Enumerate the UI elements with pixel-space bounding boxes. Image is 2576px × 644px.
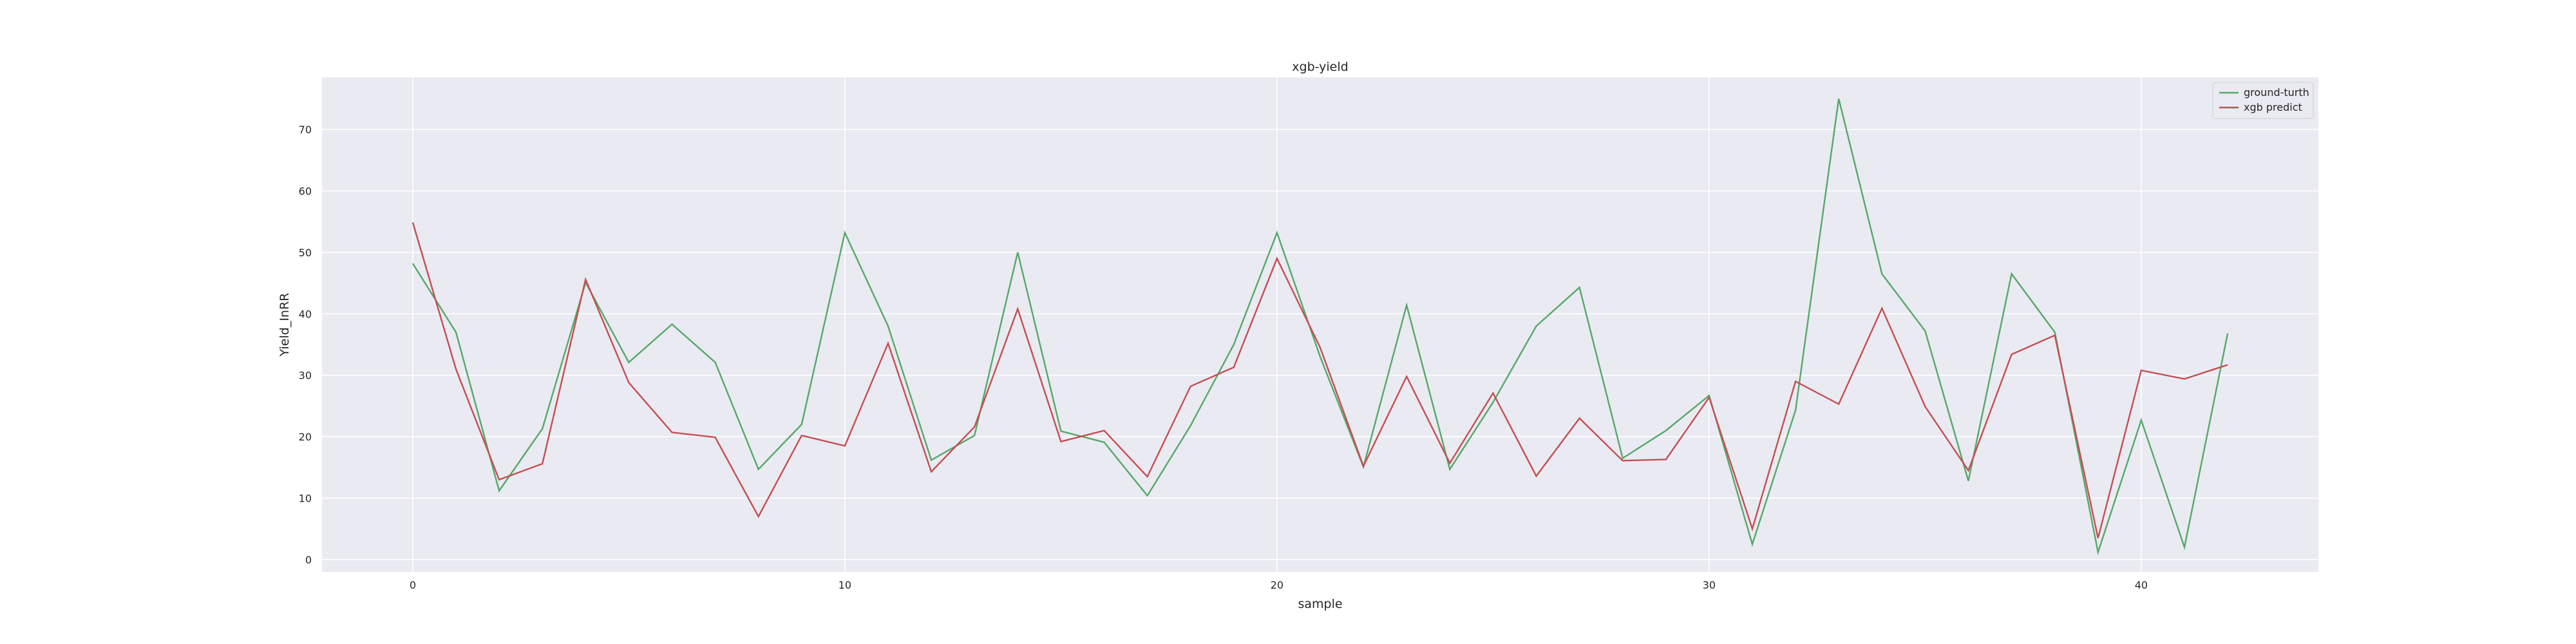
tick-labels: 0 10 20 30 40 0 10 20 30 40 50 60 70 bbox=[299, 124, 2148, 591]
y-tick-label: 0 bbox=[305, 554, 312, 566]
legend-label: ground-turth bbox=[2244, 86, 2309, 99]
legend: ground-turth xgb predict bbox=[2212, 82, 2314, 119]
x-tick-label: 10 bbox=[838, 579, 851, 591]
x-tick-label: 40 bbox=[2135, 579, 2148, 591]
y-tick-label: 30 bbox=[299, 370, 312, 382]
grid bbox=[322, 77, 2318, 572]
series-line-1 bbox=[412, 99, 2229, 556]
y-tick-label: 70 bbox=[299, 124, 312, 136]
y-axis-label: Yield_InRR bbox=[278, 293, 292, 357]
y-tick-label: 40 bbox=[299, 308, 312, 320]
y-tick-label: 20 bbox=[299, 431, 312, 443]
legend-box bbox=[2212, 82, 2314, 119]
x-tick-label: 20 bbox=[1271, 579, 1283, 591]
x-tick-label: 0 bbox=[410, 579, 416, 591]
legend-label: xgb predict bbox=[2244, 101, 2302, 113]
y-tick-label: 50 bbox=[299, 247, 312, 259]
series-line-2 bbox=[412, 222, 2228, 538]
chart-title: xgb-yield bbox=[1292, 60, 1348, 74]
y-tick-label: 60 bbox=[299, 185, 312, 197]
y-tick-label: 10 bbox=[299, 493, 312, 505]
x-tick-label: 30 bbox=[1703, 579, 1716, 591]
series-lines bbox=[412, 99, 2229, 556]
plot-area bbox=[322, 77, 2318, 572]
x-axis-label: sample bbox=[1298, 597, 1342, 611]
